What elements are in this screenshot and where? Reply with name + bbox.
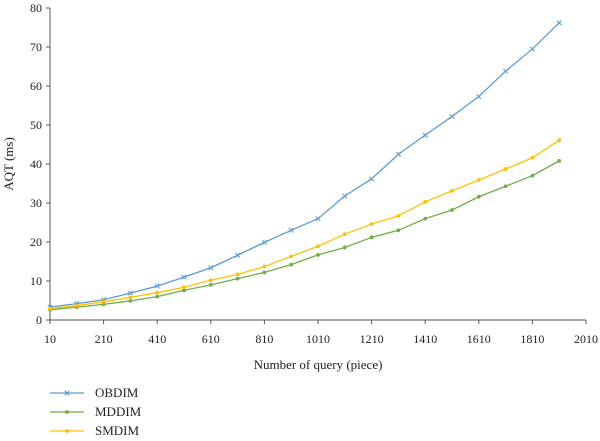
y-ticks: 0 10 20 30 40 50 60 70 80 (30, 1, 50, 327)
data-point (450, 189, 454, 193)
series-layer (47, 20, 562, 312)
x-tick-label: 1210 (360, 332, 384, 346)
data-point (422, 132, 428, 138)
data-point (557, 138, 562, 143)
data-point (155, 294, 160, 299)
x-tick-label: 410 (148, 332, 166, 346)
x-tick-label: 1010 (306, 332, 330, 346)
legend-marker (65, 429, 69, 433)
data-point (503, 68, 509, 74)
data-point (101, 299, 106, 304)
data-point (128, 298, 133, 303)
data-point (262, 270, 267, 275)
series-obdim (47, 20, 562, 310)
data-point (182, 288, 186, 293)
y-tick-label: 70 (30, 40, 42, 54)
y-tick-label: 30 (30, 196, 42, 210)
data-point (423, 216, 428, 221)
data-point (74, 303, 79, 308)
data-point (289, 262, 294, 267)
legend-item-obdim: OBDIM (50, 385, 139, 400)
data-point (342, 245, 347, 250)
legend-item-smdim: SMDIM (50, 423, 140, 438)
data-point (315, 216, 321, 222)
data-point (530, 173, 535, 178)
legend-label: SMDIM (95, 423, 140, 438)
data-point (289, 254, 294, 259)
y-tick-label: 50 (30, 118, 42, 132)
data-point (127, 290, 133, 296)
data-point (208, 283, 213, 287)
series-smdim (48, 138, 562, 311)
data-point (208, 278, 213, 283)
data-point (395, 151, 401, 157)
x-tick-label: 610 (202, 332, 220, 346)
legend-label: MDDIM (95, 404, 142, 419)
data-point (369, 222, 374, 226)
data-point (396, 213, 401, 218)
data-point (556, 20, 562, 26)
y-tick-label: 20 (30, 235, 42, 249)
series-mddim (48, 158, 562, 312)
data-point (182, 285, 186, 290)
data-point (450, 208, 454, 212)
y-tick-label: 40 (30, 157, 42, 171)
data-point (235, 272, 240, 277)
data-point (316, 252, 320, 257)
data-point (155, 290, 160, 295)
x-tick-label: 210 (95, 332, 113, 346)
data-point (423, 199, 428, 204)
data-point (476, 178, 481, 182)
series-line (49, 22, 560, 308)
data-point (449, 113, 455, 120)
data-point (342, 232, 347, 237)
data-point (476, 93, 482, 100)
data-point (316, 244, 320, 249)
legend-label: OBDIM (95, 385, 139, 400)
y-tick-label: 0 (36, 313, 42, 327)
data-point (154, 283, 160, 289)
data-point (476, 194, 481, 199)
x-tick-label: 10 (44, 332, 56, 346)
x-tick-label: 810 (255, 332, 273, 346)
y-axis-title: AQT (ms) (1, 137, 16, 191)
axes (49, 8, 586, 321)
legend: OBDIM MDDIM SMDIM (50, 385, 142, 438)
legend-marker (65, 410, 69, 414)
legend-marker (64, 390, 70, 396)
data-point (557, 158, 562, 163)
data-point (181, 274, 187, 280)
data-point (342, 193, 348, 199)
y-tick-label: 10 (30, 274, 42, 288)
y-tick-label: 80 (30, 1, 42, 15)
data-point (128, 295, 133, 300)
data-point (530, 155, 535, 160)
data-point (529, 46, 535, 52)
y-tick-label: 60 (30, 79, 42, 93)
data-point (503, 167, 508, 171)
data-point (503, 184, 508, 189)
data-point (262, 264, 267, 269)
data-point (235, 276, 240, 281)
data-point (396, 228, 401, 233)
x-ticks: 10 210 410 610 810 1010 1210 1410 1610 1810 2010 (44, 320, 598, 346)
data-point (369, 235, 374, 240)
x-tick-label: 1410 (413, 332, 437, 346)
x-tick-label: 1810 (520, 332, 544, 346)
data-point (261, 239, 267, 245)
x-tick-label: 1610 (467, 332, 491, 346)
x-tick-label: 2010 (574, 332, 598, 346)
series-line (49, 139, 560, 310)
data-point (235, 252, 241, 258)
data-point (369, 176, 375, 182)
data-point (48, 306, 52, 311)
legend-item-mddim: MDDIM (50, 404, 142, 419)
x-axis-title: Number of query (piece) (254, 357, 383, 372)
series-line (49, 160, 560, 311)
data-point (101, 302, 106, 307)
data-point (288, 227, 294, 233)
data-point (208, 265, 214, 271)
